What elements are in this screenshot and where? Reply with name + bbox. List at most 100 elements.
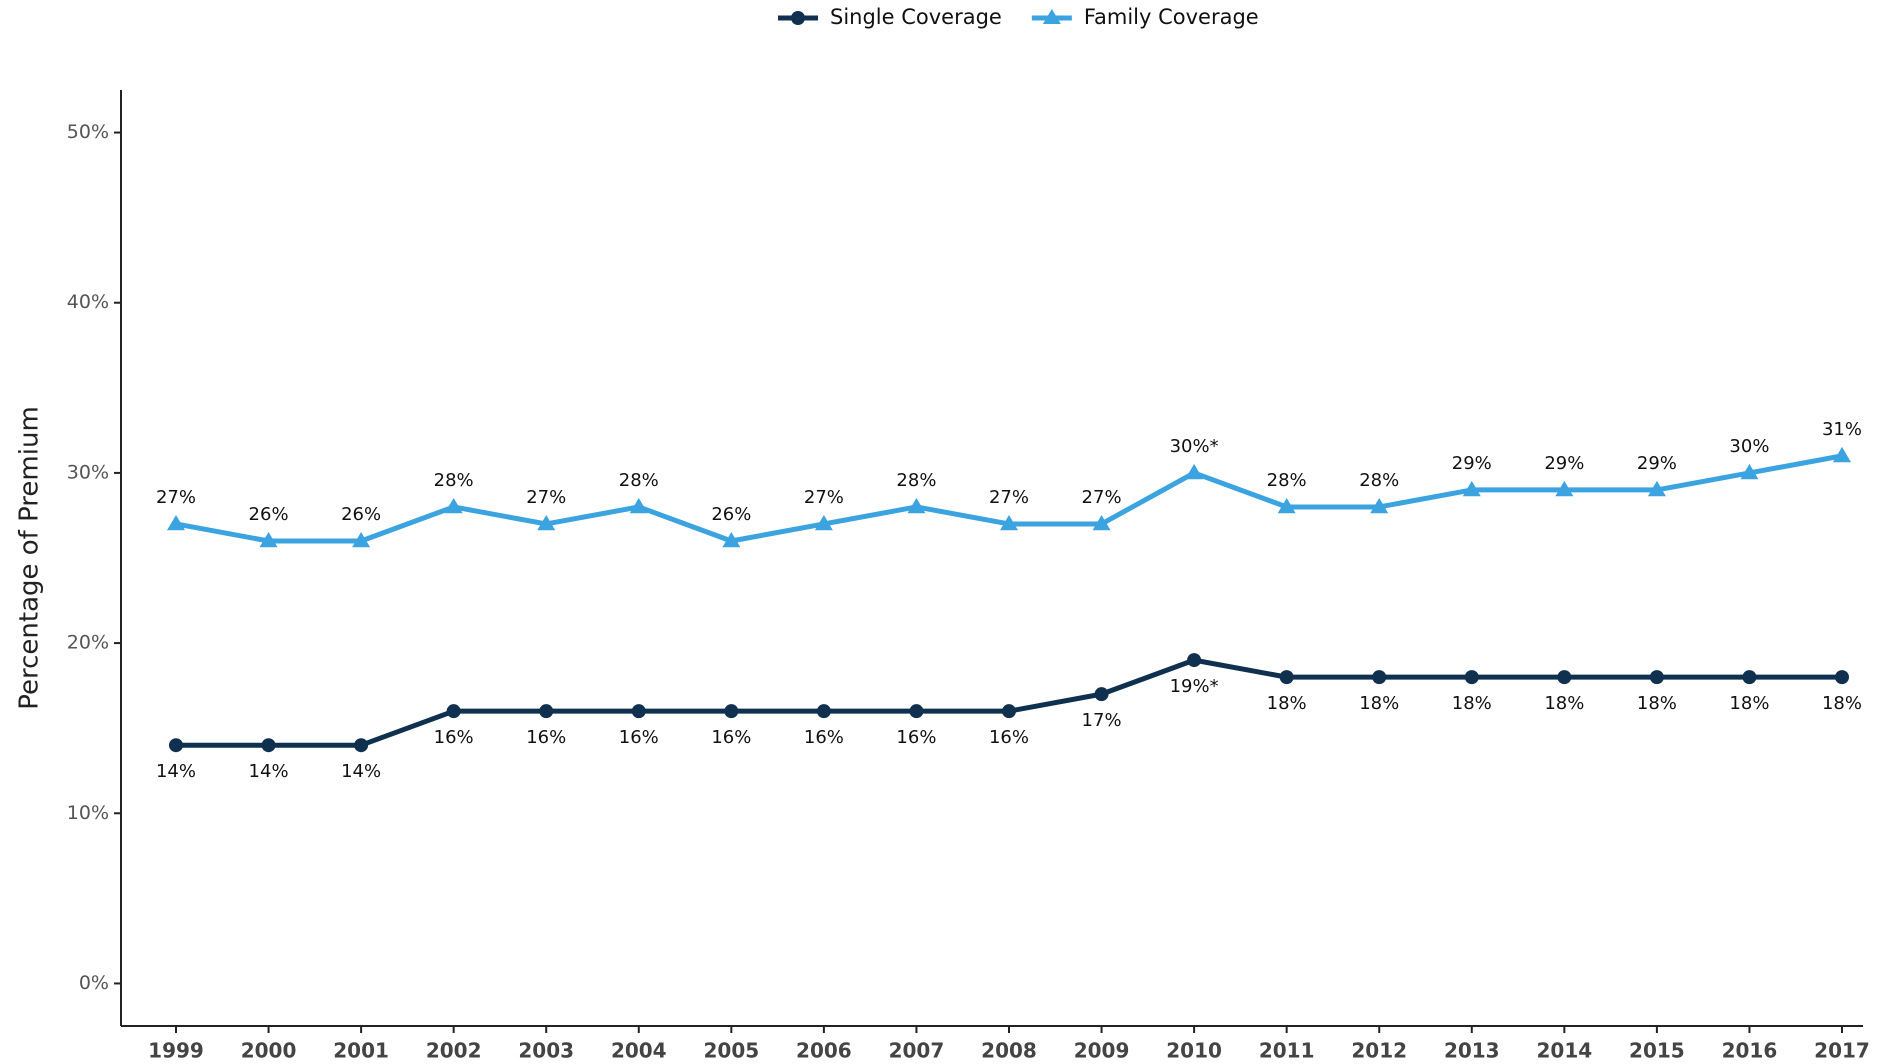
value-label: 27% xyxy=(526,487,566,508)
legend-label: Single Coverage xyxy=(830,5,1002,29)
point xyxy=(537,514,556,531)
value-label: 18% xyxy=(1637,693,1677,714)
y-axis-label: Percentage of Premium xyxy=(15,406,45,710)
point xyxy=(1835,670,1849,685)
value-label: 27% xyxy=(156,487,196,508)
x-tick-label: 2006 xyxy=(796,1039,852,1063)
x-tick-label: 2017 xyxy=(1814,1039,1870,1063)
value-label: 28% xyxy=(434,470,474,491)
value-label: 16% xyxy=(711,727,751,748)
point xyxy=(1647,480,1666,497)
legend: Single Coverage Family Coverage xyxy=(778,5,1259,29)
point xyxy=(1742,670,1757,685)
value-label: 28% xyxy=(1267,470,1307,491)
legend-label: Family Coverage xyxy=(1084,5,1259,29)
value-label: 14% xyxy=(156,761,196,782)
x-tick-label: 2002 xyxy=(426,1039,482,1063)
point xyxy=(724,704,739,719)
point xyxy=(1740,463,1759,480)
value-label: 28% xyxy=(1359,470,1399,491)
point xyxy=(169,738,183,753)
point xyxy=(909,704,924,719)
point xyxy=(907,497,926,514)
point xyxy=(1185,463,1204,480)
x-tick-label: 2003 xyxy=(518,1039,574,1063)
value-label: 28% xyxy=(896,470,936,491)
value-label: 14% xyxy=(249,761,289,782)
x-tick-label: 2016 xyxy=(1722,1039,1778,1063)
point xyxy=(352,531,371,548)
point xyxy=(1370,497,1389,514)
point xyxy=(1372,670,1387,685)
value-label: 18% xyxy=(1544,693,1584,714)
x-tick-label: 2011 xyxy=(1259,1039,1315,1063)
x-tick-label: 2001 xyxy=(333,1039,389,1063)
x-tick-label: 2010 xyxy=(1166,1039,1222,1063)
point xyxy=(1092,514,1111,531)
y-tick-label: 40% xyxy=(67,291,109,313)
point xyxy=(261,738,276,753)
y-tick-label: 30% xyxy=(67,461,109,483)
x-tick-label: 2008 xyxy=(981,1039,1037,1063)
point xyxy=(1464,670,1479,685)
point xyxy=(1279,670,1294,685)
value-label: 16% xyxy=(989,727,1029,748)
value-label: 18% xyxy=(1452,693,1492,714)
point xyxy=(167,514,185,531)
value-label: 27% xyxy=(804,487,844,508)
value-label: 28% xyxy=(619,470,659,491)
point xyxy=(1002,704,1016,719)
value-label: 18% xyxy=(1359,693,1399,714)
point xyxy=(354,738,369,753)
legend-marker xyxy=(791,11,805,25)
point xyxy=(631,704,646,719)
value-label: 16% xyxy=(804,727,844,748)
value-label: 18% xyxy=(1822,693,1862,714)
x-tick-label: 2000 xyxy=(241,1039,297,1063)
x-tick-label: 2014 xyxy=(1536,1039,1592,1063)
value-label: 16% xyxy=(896,727,936,748)
point xyxy=(259,531,278,548)
point xyxy=(1277,497,1296,514)
point xyxy=(1462,480,1481,497)
x-tick-label: 2007 xyxy=(889,1039,945,1063)
value-label: 30%* xyxy=(1170,436,1219,457)
point xyxy=(1833,446,1851,463)
point xyxy=(1557,670,1572,685)
x-tick-label: 2012 xyxy=(1351,1039,1407,1063)
value-label: 26% xyxy=(249,504,289,525)
y-tick-label: 20% xyxy=(67,632,109,654)
x-tick-label: 2005 xyxy=(703,1039,759,1063)
value-label: 16% xyxy=(434,727,474,748)
value-label: 31% xyxy=(1822,419,1862,440)
value-label: 17% xyxy=(1082,710,1122,731)
legend-marker xyxy=(1042,9,1061,24)
x-tick-label: 2004 xyxy=(611,1039,667,1063)
value-label: 18% xyxy=(1729,693,1769,714)
y-tick-label: 0% xyxy=(79,972,109,994)
point xyxy=(539,704,554,719)
point xyxy=(722,531,741,548)
x-tick-label: 2015 xyxy=(1629,1039,1685,1063)
point xyxy=(629,497,648,514)
value-label: 18% xyxy=(1267,693,1307,714)
x-tick-label: 2013 xyxy=(1444,1039,1500,1063)
point xyxy=(814,514,833,531)
point xyxy=(1187,653,1202,668)
y-tick-label: 50% xyxy=(67,121,109,143)
value-label: 30% xyxy=(1729,436,1769,457)
value-label: 14% xyxy=(341,761,381,782)
y-tick-label: 10% xyxy=(67,802,109,824)
point xyxy=(1000,514,1018,531)
point xyxy=(816,704,831,719)
x-tick-label: 1999 xyxy=(148,1039,204,1063)
value-label: 16% xyxy=(526,727,566,748)
value-label: 27% xyxy=(989,487,1029,508)
point xyxy=(446,704,461,719)
point xyxy=(1649,670,1664,685)
value-label: 26% xyxy=(711,504,751,525)
value-label: 29% xyxy=(1637,453,1677,474)
value-label: 29% xyxy=(1452,453,1492,474)
value-label: 19%* xyxy=(1170,676,1219,697)
